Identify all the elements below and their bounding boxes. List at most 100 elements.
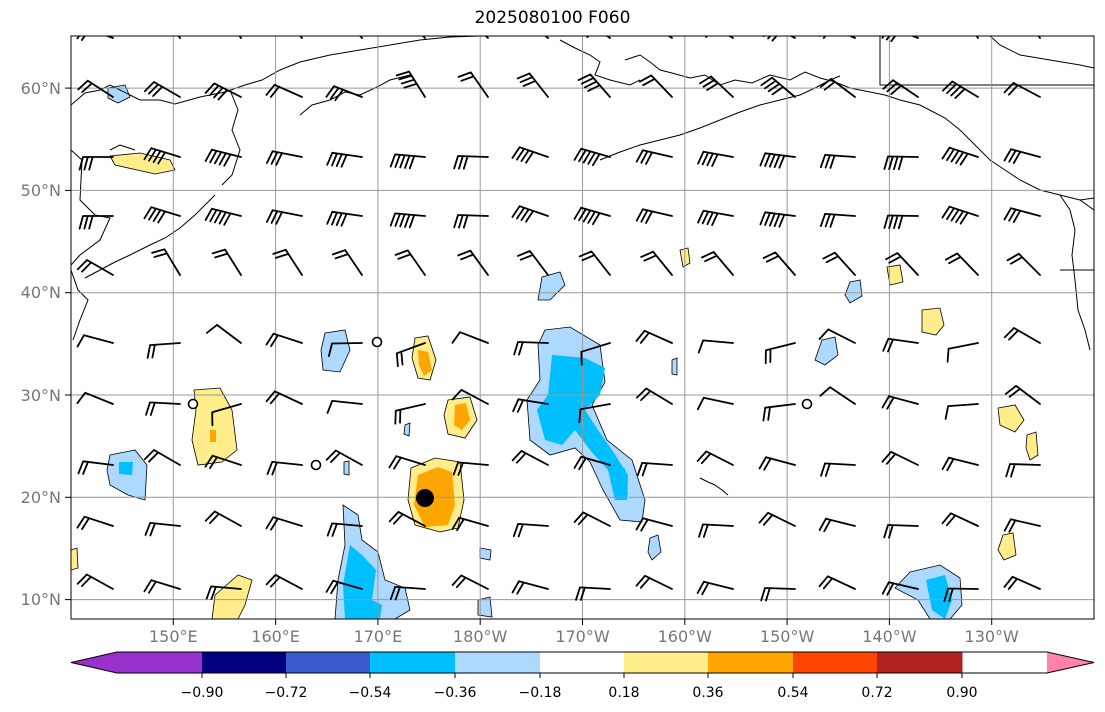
wind-barb <box>453 214 489 229</box>
wind-barb <box>265 390 303 405</box>
wind-barb <box>819 386 856 405</box>
wind-barb <box>1003 518 1041 533</box>
wind-barb <box>573 206 611 226</box>
colorbar-segment <box>370 652 456 673</box>
wind-barb <box>143 206 181 224</box>
wind-barb <box>358 36 363 39</box>
wind-barb <box>204 148 242 167</box>
wind-barb <box>511 450 549 466</box>
wind-barb <box>544 36 549 39</box>
longitude-labels: 150°E 160°E 170°E 180°W 170°W 160°W 150°… <box>149 627 1019 646</box>
wind-barb <box>1003 575 1041 590</box>
wind-barb <box>394 249 426 276</box>
wind-barb <box>636 462 673 477</box>
wind-barb <box>573 147 611 167</box>
wind-barb <box>395 70 426 98</box>
colorbar-extend-max <box>1047 652 1094 673</box>
wind-barb <box>818 328 856 344</box>
wind-barb <box>944 403 979 420</box>
wind-barb <box>942 80 979 99</box>
wind-barb <box>635 329 673 344</box>
colorbar-segment <box>793 652 878 673</box>
wind-barb <box>697 339 734 354</box>
wind-barb <box>389 586 426 601</box>
wind-barb <box>265 83 303 98</box>
wind-barb <box>818 517 856 533</box>
wind-barb <box>696 450 734 466</box>
colorbar-tick-label: 0.90 <box>946 685 977 701</box>
wind-barb <box>453 155 489 170</box>
wind-barb <box>586 36 611 39</box>
wind-barb <box>944 252 979 276</box>
wind-barb <box>451 574 489 590</box>
wind-barb <box>76 259 114 276</box>
lon-label: 160°E <box>251 627 300 646</box>
wind-barb <box>328 342 363 357</box>
colorbar-segment <box>624 652 709 673</box>
lat-label: 60°N <box>21 79 61 98</box>
wind-barb <box>759 211 796 228</box>
wind-barb <box>517 250 549 276</box>
calm-wind-markers <box>187 336 813 507</box>
wind-barb <box>76 334 114 348</box>
wind-barb <box>145 401 181 416</box>
wind-barb <box>640 250 673 276</box>
colorbar-tick-label: 0.36 <box>692 685 723 701</box>
wind-barb <box>76 36 114 41</box>
wind-barb <box>204 454 242 469</box>
axis-ticks <box>65 87 993 625</box>
wind-barb <box>76 391 114 405</box>
wind-barb <box>696 580 734 596</box>
wind-barb <box>77 79 114 98</box>
colorbar-tick-label: −0.72 <box>265 685 308 701</box>
wind-barb <box>143 147 181 165</box>
wind-barb <box>1006 252 1041 276</box>
wind-barb <box>388 511 426 527</box>
wind-barb <box>946 342 979 363</box>
wind-barb <box>143 579 181 594</box>
colorbar-tick-label: −0.90 <box>181 685 224 701</box>
colorbar-tick-label: 0.18 <box>608 685 639 701</box>
wind-barb <box>822 251 856 276</box>
wind-barb <box>1003 207 1041 223</box>
wind-barb <box>76 515 114 530</box>
wind-barb <box>457 71 489 98</box>
wind-barb <box>975 36 979 39</box>
wind-barb <box>451 331 489 344</box>
wind-barb <box>638 74 673 98</box>
colorbar-tick-label: −0.54 <box>349 685 392 701</box>
wind-barb <box>395 342 426 368</box>
wind-barb <box>1003 82 1041 98</box>
wind-barb <box>511 146 549 164</box>
wind-barb <box>332 249 363 276</box>
wind-barb <box>266 150 303 166</box>
wind-barb <box>881 36 919 43</box>
lat-label: 30°N <box>21 386 61 405</box>
wind-barb <box>762 251 796 276</box>
wind-barb <box>819 154 856 169</box>
colorbar-segment <box>540 652 625 673</box>
wind-barb <box>696 396 734 411</box>
wind-barb <box>635 574 673 590</box>
wind-barb <box>883 155 919 171</box>
wind-barb <box>512 398 549 413</box>
lon-label: 140°W <box>862 627 917 646</box>
wind-barb <box>760 76 796 98</box>
colorbar-tick-label: −0.36 <box>434 685 477 701</box>
wind-barb <box>78 156 114 171</box>
wind-barbs <box>76 36 1041 602</box>
wind-barb <box>759 152 796 169</box>
wind-barb <box>484 36 489 39</box>
wind-barb <box>511 580 549 595</box>
wind-barb <box>326 400 363 414</box>
wind-barb <box>1003 148 1041 164</box>
wind-barb <box>325 579 363 595</box>
wind-barb <box>204 510 242 527</box>
lon-label: 150°W <box>760 627 815 646</box>
wind-barb <box>820 462 856 477</box>
wind-barb <box>452 461 489 476</box>
wind-barb <box>211 248 242 276</box>
lat-label: 20°N <box>21 488 61 507</box>
wind-barb <box>389 212 426 229</box>
lon-label: 180°W <box>453 627 508 646</box>
